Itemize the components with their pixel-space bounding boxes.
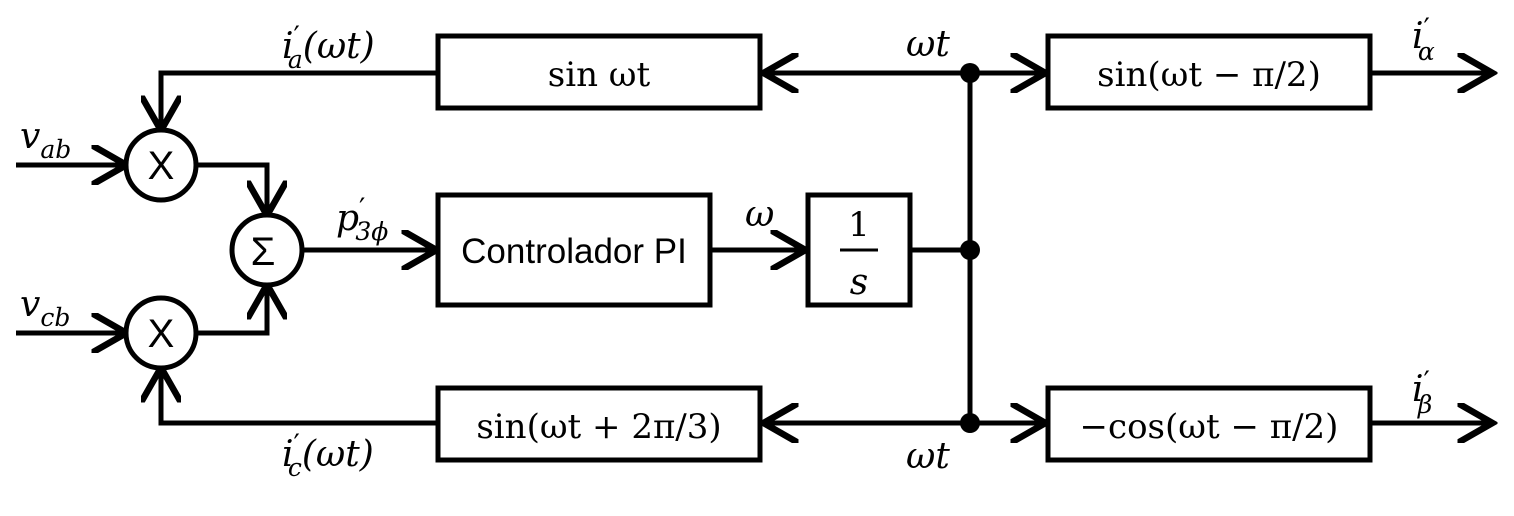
- signal-wires: [16, 73, 1490, 423]
- label-vab: vab: [20, 116, 71, 164]
- integrator-denominator: s: [850, 262, 868, 303]
- signal-labels: vab vcb i′ a(ωt) i′ c(ωt) p′ 3ϕ ω ωt ωt i′ α…: [20, 12, 1435, 482]
- block-output-beta: −cos(ωt − π/2): [1045, 385, 1373, 463]
- wire-mult-bottom-to-sum: [198, 287, 267, 336]
- summing-junction: Σ: [229, 212, 305, 288]
- block-sin-top: sin ωt: [435, 33, 763, 111]
- wire-ic-feedback: [161, 370, 438, 426]
- label-omegat-top: ωt: [906, 24, 950, 65]
- label-i-alpha: i′ α: [1412, 12, 1435, 66]
- sum-symbol: Σ: [251, 230, 276, 274]
- wire-mult-top-to-sum: [198, 162, 267, 213]
- multiplier-top: X: [123, 127, 199, 203]
- label-p3phi: p′ 3ϕ: [336, 192, 388, 246]
- block-output-beta-label: −cos(ωt − π/2): [1080, 407, 1339, 447]
- junction-dot-top: [960, 63, 980, 83]
- label-omegat-bottom: ωt: [906, 436, 950, 477]
- wire-ia-feedback: [161, 70, 438, 128]
- label-ia: i′ a(ωt): [282, 20, 375, 74]
- label-ic: i′ c(ωt): [282, 428, 374, 482]
- multiplier-top-symbol: X: [148, 144, 175, 188]
- block-sin-top-label: sin ωt: [548, 55, 651, 95]
- junction-dot-bottom: [960, 413, 980, 433]
- label-omega: ω: [745, 194, 774, 235]
- junction-dots: [960, 63, 980, 433]
- block-output-alpha-label: sin(ωt − π/2): [1097, 55, 1321, 95]
- junction-dot-middle: [960, 240, 980, 260]
- label-vcb: vcb: [20, 284, 70, 332]
- block-output-alpha: sin(ωt − π/2): [1045, 33, 1373, 111]
- block-integrator: 1 s: [805, 192, 913, 308]
- label-i-beta: i′ β: [1412, 365, 1432, 419]
- multiplier-bottom-symbol: X: [148, 312, 175, 356]
- block-controller-label: Controlador PI: [461, 232, 687, 271]
- block-sin-bottom: sin(ωt + 2π/3): [435, 385, 763, 463]
- block-sin-bottom-label: sin(ωt + 2π/3): [476, 407, 721, 447]
- block-controller-pi: Controlador PI: [435, 192, 713, 308]
- integrator-numerator: 1: [848, 205, 870, 245]
- multiplier-bottom: X: [123, 295, 199, 371]
